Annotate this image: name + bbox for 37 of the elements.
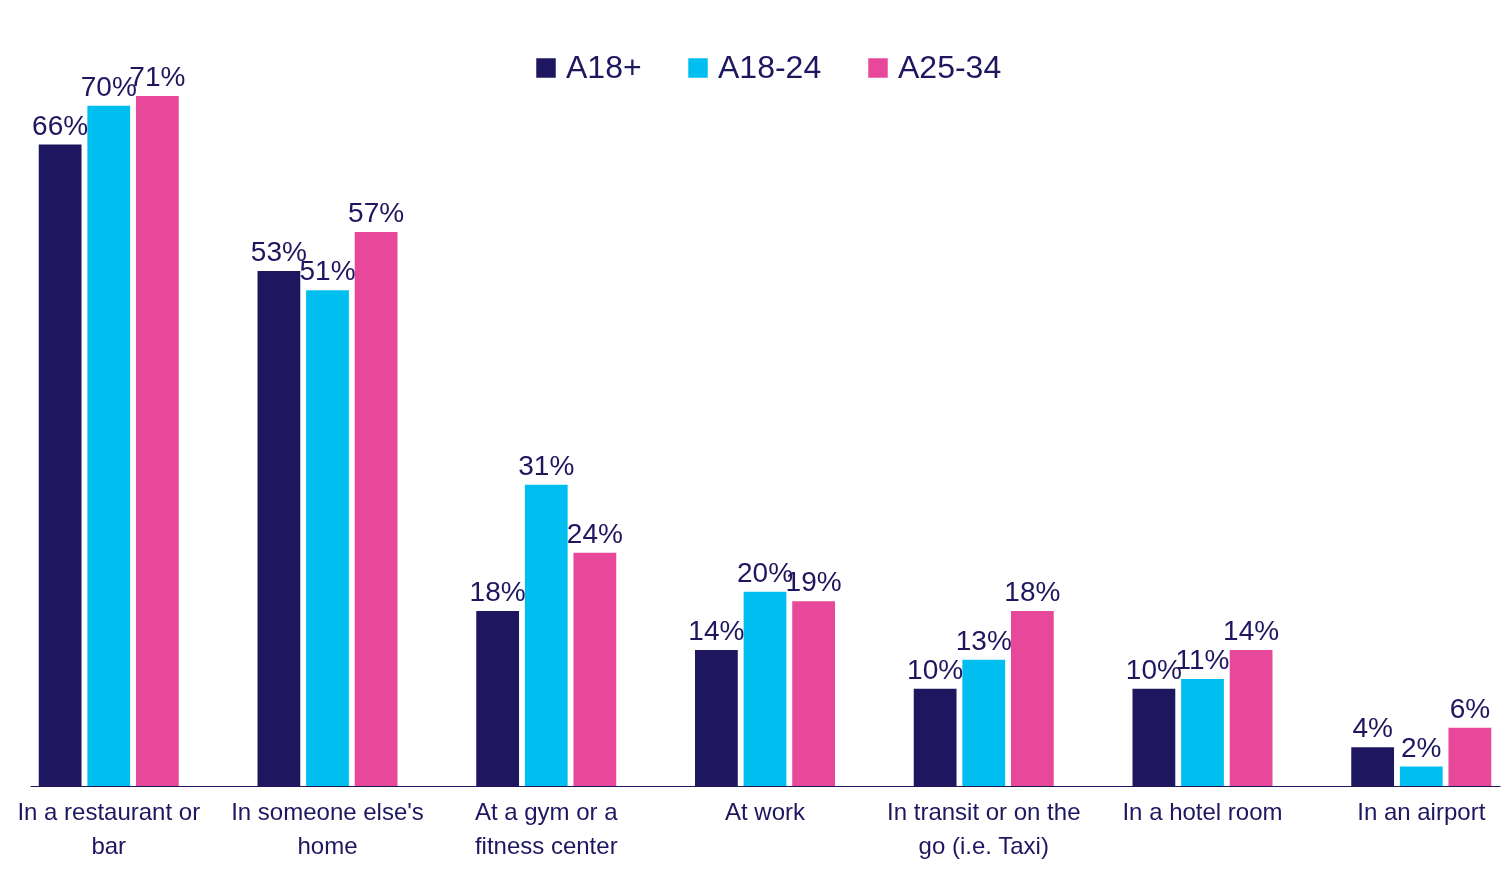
data-label: 57%: [348, 197, 405, 229]
x-tick-label: In an airport: [1357, 797, 1486, 825]
data-label: 31%: [518, 449, 575, 481]
x-tick-label: In someone else's home: [231, 797, 424, 859]
bar: [573, 552, 617, 786]
data-label: 4%: [1352, 712, 1393, 744]
data-label: 10%: [907, 653, 964, 685]
x-tick-label: At work: [724, 797, 807, 825]
bar: [1448, 727, 1492, 786]
data-label: 13%: [955, 624, 1012, 656]
x-tick-label: In a hotel room: [1122, 797, 1283, 825]
bar: [135, 96, 179, 786]
data-label: 14%: [688, 614, 745, 646]
data-label: 18%: [1004, 576, 1061, 608]
bar: [87, 105, 131, 786]
x-tick-label: At a gym or a fitness center: [474, 797, 619, 859]
legend-label: A18+: [566, 49, 642, 85]
bar: [524, 484, 568, 786]
bar: [792, 601, 835, 786]
bar: [743, 591, 787, 786]
data-label: 6%: [1449, 692, 1491, 724]
bar: [354, 232, 398, 786]
data-label: 14%: [1223, 614, 1280, 646]
bar: [1399, 766, 1443, 786]
data-label: 66%: [32, 109, 89, 141]
bar: [1010, 611, 1054, 786]
data-label: 2%: [1401, 731, 1442, 763]
bar: [1181, 679, 1224, 786]
data-label: 24%: [566, 517, 623, 549]
x-tick-label: In a restaurant or bar: [17, 797, 201, 859]
x-tick-label: In transit or on the go (i.e. Taxi): [887, 797, 1081, 859]
bar: [1229, 649, 1273, 786]
legend-label: A25-34: [898, 49, 1002, 85]
legend-label: A18-24: [718, 49, 822, 85]
data-label: 18%: [469, 576, 526, 608]
bar: [306, 290, 349, 786]
bar: [962, 659, 1006, 786]
